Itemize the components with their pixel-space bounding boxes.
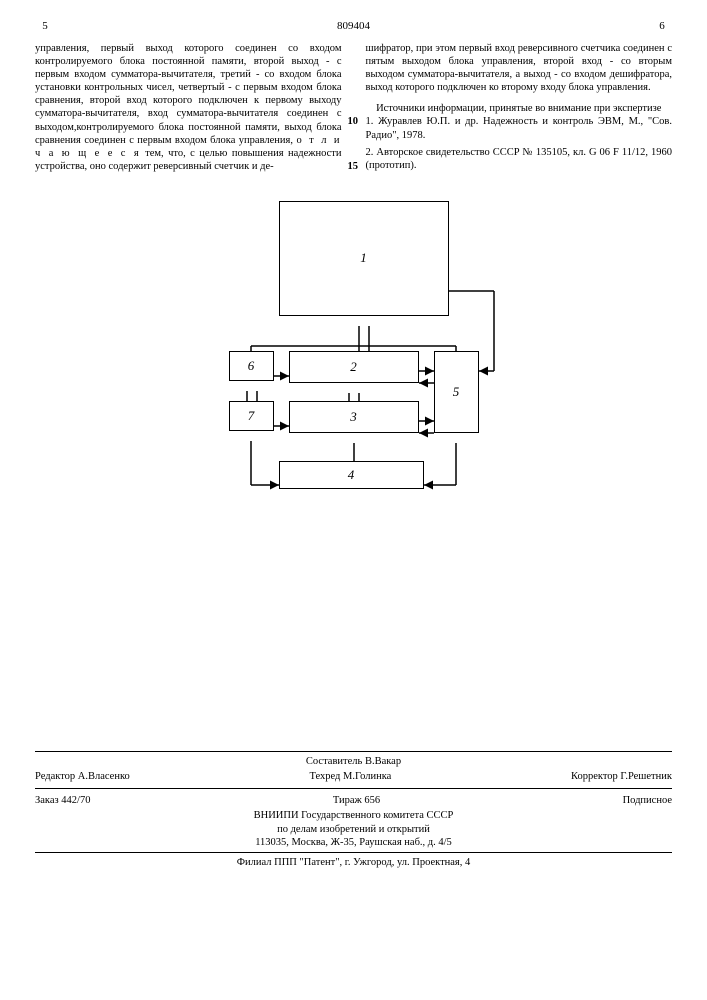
diagram-box-3: 3 bbox=[289, 401, 419, 433]
footer-address: 113035, Москва, Ж-35, Раушская наб., д. … bbox=[35, 836, 672, 849]
left-col-num: 5 bbox=[35, 20, 55, 34]
footer-order: Заказ 442/70 bbox=[35, 794, 90, 807]
footer-editor: Редактор А.Власенко bbox=[35, 770, 130, 783]
left-text-1: управления, первый выход которого соедин… bbox=[35, 43, 342, 146]
source-1: 1. Журавлев Ю.П. и др. Надежность и конт… bbox=[366, 116, 673, 140]
sources-title: Источники информации, принятые во вниман… bbox=[366, 102, 673, 115]
line-num-15: 15 bbox=[348, 160, 359, 173]
diagram-box-1: 1 bbox=[279, 201, 449, 316]
left-column: управления, первый выход которого соедин… bbox=[35, 42, 342, 173]
right-text: шифратор, при этом первый вход реверсивн… bbox=[366, 42, 673, 95]
footer: Составитель В.Вакар Редактор А.Власенко … bbox=[35, 751, 672, 869]
diagram-box-6: 6 bbox=[229, 351, 274, 381]
doc-number: 809404 bbox=[337, 20, 370, 34]
block-diagram: 1 2 3 45 6 7 bbox=[199, 201, 509, 531]
footer-copies: Тираж 656 bbox=[333, 794, 380, 807]
footer-corrector: Корректор Г.Решетник bbox=[571, 770, 672, 783]
diagram-box-4: 4 bbox=[279, 461, 424, 489]
footer-branch: Филиал ППП "Патент", г. Ужгород, ул. Про… bbox=[35, 856, 672, 869]
footer-subscription: Подписное bbox=[623, 794, 672, 807]
right-column: шифратор, при этом первый вход реверсивн… bbox=[366, 42, 673, 173]
source-2: 2. Авторское свидетельство СССР № 135105… bbox=[366, 147, 673, 171]
line-num-10: 10 bbox=[348, 115, 359, 128]
footer-compiler: Составитель В.Вакар bbox=[35, 755, 672, 768]
diagram-box-2: 2 bbox=[289, 351, 419, 383]
footer-org1: ВНИИПИ Государственного комитета СССР bbox=[35, 809, 672, 822]
right-col-num: 6 bbox=[652, 20, 672, 34]
footer-tech: Техред М.Голинка bbox=[309, 770, 391, 783]
diagram-box-5: 5 bbox=[434, 351, 479, 433]
footer-org2: по делам изобретений и открытий bbox=[35, 823, 672, 836]
diagram-box-7: 7 bbox=[229, 401, 274, 431]
